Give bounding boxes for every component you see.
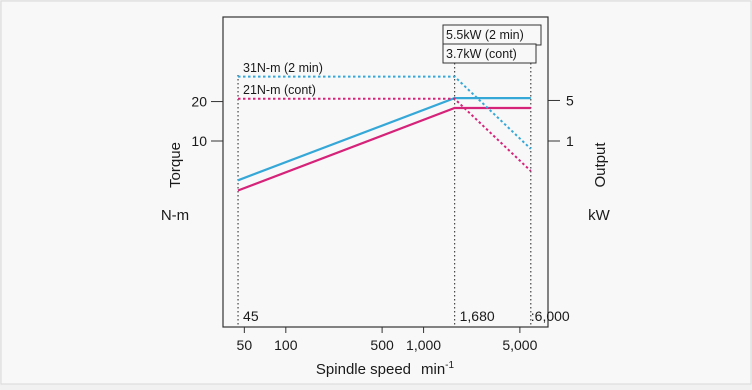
left-axis-unit: N-m	[161, 207, 189, 224]
right-tick-label-1: 1	[566, 133, 574, 149]
x-axis-label: Spindle speed	[316, 361, 411, 378]
plot-area	[222, 16, 549, 328]
right-axis-title: Output	[592, 142, 609, 188]
reference-label-2: :6,000	[531, 308, 570, 324]
left-tick-label-0: 20	[191, 94, 207, 110]
series-label-1: 3.7kW (cont)	[446, 47, 517, 61]
series-label-0: 5.5kW (2 min)	[446, 28, 524, 42]
right-axis-unit: kW	[588, 207, 611, 224]
reference-label-0: 45	[243, 308, 259, 324]
x-axis-title: Spindle speed min-1	[316, 360, 455, 378]
x-axis-unit: min	[421, 361, 445, 378]
right-tick-label-0: 5	[566, 92, 574, 108]
series-label-box-1	[442, 43, 537, 64]
reference-label-1: 1,680	[460, 308, 495, 324]
x-tick-label-3: 1,000	[406, 337, 441, 353]
left-axis-title: Torque	[167, 142, 184, 188]
series-label-3: 21N-m (cont)	[243, 83, 316, 97]
left-tick-label-1: 10	[191, 133, 207, 149]
series-line-1	[237, 106, 531, 192]
x-tick-label-2: 500	[370, 337, 394, 353]
x-tick-label-1: 100	[274, 337, 298, 353]
series-line-3	[238, 97, 532, 172]
series-line-2	[238, 75, 532, 150]
x-axis-unit-exponent: -1	[445, 360, 454, 371]
x-tick-label-4: 5,000	[502, 337, 537, 353]
series-label-2: 31N-m (2 min)	[243, 61, 323, 75]
x-tick-label-0: 50	[237, 337, 253, 353]
